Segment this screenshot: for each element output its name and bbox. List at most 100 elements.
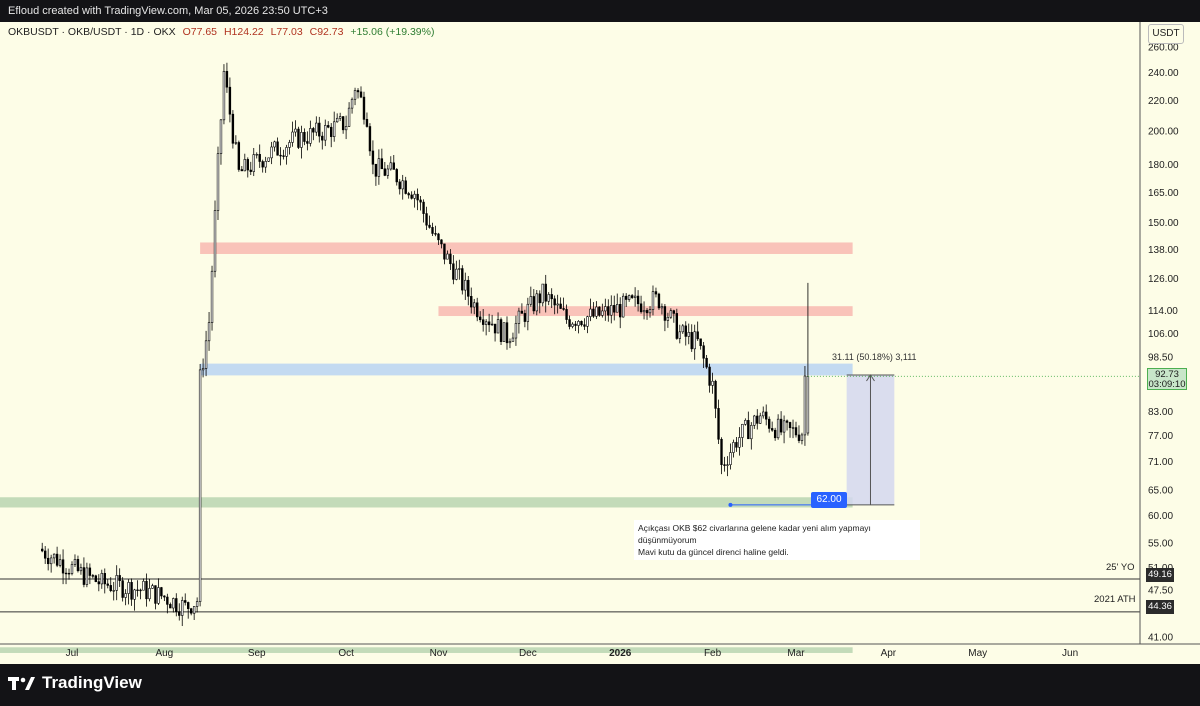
candle-body: [49, 557, 53, 565]
currency-button[interactable]: USDT: [1148, 24, 1184, 44]
candle-body: [151, 585, 154, 589]
candle-body: [627, 295, 631, 300]
candle-body: [136, 589, 139, 591]
candle-body: [332, 121, 336, 137]
current-price-label: 92.73 03:09:10: [1147, 368, 1187, 390]
candle-body: [198, 369, 202, 602]
candle-body: [112, 590, 115, 592]
time-tick-label: Jul: [66, 648, 79, 659]
candle-body: [574, 323, 577, 326]
zone-red-0: [200, 242, 853, 254]
candle-body: [624, 295, 628, 300]
candle-body: [592, 308, 595, 317]
price-tick-label: 60.00: [1148, 511, 1173, 522]
time-tick-label: Apr: [881, 648, 897, 659]
tradingview-logo[interactable]: TradingView: [8, 673, 142, 693]
candle-body: [204, 340, 208, 369]
candle-body: [46, 557, 50, 565]
price-tick-label: 240.00: [1148, 68, 1179, 79]
candle-body: [493, 323, 497, 334]
price-tick-label: 77.00: [1148, 431, 1173, 442]
candle-body: [476, 302, 479, 318]
candle-body: [300, 132, 303, 148]
candle-body: [511, 337, 515, 342]
candle-body: [213, 210, 217, 272]
candle-body: [157, 587, 160, 604]
candle-body: [270, 146, 273, 159]
close-value: C92.73: [309, 26, 344, 38]
candle-body: [616, 304, 619, 313]
candle-body: [484, 321, 488, 325]
candle-body: [166, 596, 169, 605]
candle-body: [750, 425, 753, 440]
annotation-note[interactable]: Açıkçası OKB $62 civarlarına gelene kada…: [634, 520, 920, 560]
candle-body: [666, 316, 670, 321]
candle-body: [64, 572, 68, 575]
chart-frame[interactable]: 260.00 240.00 220.00 200.00 180.00 165.00 150.…: [0, 22, 1200, 664]
candle-body: [282, 155, 285, 157]
candle-body: [184, 600, 187, 603]
candle-body: [178, 611, 181, 616]
level-label-ath: 2021 ATH: [1094, 594, 1136, 605]
candle-body: [654, 291, 658, 295]
candle-body: [571, 323, 574, 327]
candle-body: [478, 316, 482, 321]
candle-body: [315, 122, 318, 133]
candle-body: [324, 125, 327, 141]
level-value-yo: 49.16: [1146, 568, 1174, 582]
candle-body: [577, 321, 580, 326]
candle-body: [732, 442, 735, 453]
candle-body: [327, 125, 330, 128]
candle-body: [791, 427, 795, 429]
annotation-line-2: Mavi kutu da güncel direnci haline geldi…: [638, 547, 789, 557]
candle-body: [303, 132, 306, 142]
candle-body: [79, 567, 83, 572]
price-tick-label: 41.00: [1148, 633, 1173, 644]
candle-body: [461, 268, 464, 291]
candle-body: [425, 213, 428, 226]
candle-body: [759, 415, 762, 424]
target-price-badge[interactable]: 62.00: [811, 492, 847, 508]
price-tick-label: 200.00: [1148, 126, 1179, 137]
candle-body: [514, 323, 518, 339]
time-tick-label: Mar: [787, 648, 805, 659]
candle-body: [669, 310, 673, 318]
candle-body: [383, 168, 387, 176]
candle-body: [195, 601, 199, 607]
candle-body: [395, 169, 398, 183]
candle-body: [365, 119, 369, 127]
candle-body: [368, 126, 372, 152]
candle-body: [124, 593, 127, 598]
candle-body: [225, 71, 229, 88]
candle-body: [91, 575, 95, 577]
zone-green-3: [0, 497, 853, 508]
candle-body: [380, 158, 384, 170]
candle-body: [505, 322, 509, 344]
price-tick-label: 71.00: [1148, 457, 1173, 468]
zone-blue-2: [200, 363, 853, 376]
candle-body: [321, 135, 324, 141]
candle-body: [562, 308, 565, 310]
candle-body: [237, 142, 241, 170]
candle-body: [636, 295, 640, 305]
candle-body: [523, 313, 527, 322]
candle-body: [684, 325, 687, 337]
price-chart[interactable]: 260.00 240.00 220.00 200.00 180.00 165.00 150.…: [0, 22, 1200, 664]
candle-body: [377, 158, 381, 177]
candle-body: [538, 293, 541, 304]
candle-body: [467, 279, 470, 297]
candle-body: [672, 310, 676, 314]
candle-body: [175, 598, 178, 612]
candle-body: [338, 116, 342, 119]
candle-body: [735, 442, 738, 448]
candle-body: [255, 154, 258, 156]
candle-body: [470, 296, 473, 308]
candle-body: [455, 268, 458, 280]
candle-body: [386, 168, 390, 176]
candle-body: [145, 580, 148, 600]
candle-body: [687, 332, 690, 337]
candle-body: [738, 437, 741, 448]
zone-red-1: [438, 306, 853, 317]
candle-body: [85, 567, 89, 585]
candle-body: [526, 303, 530, 322]
